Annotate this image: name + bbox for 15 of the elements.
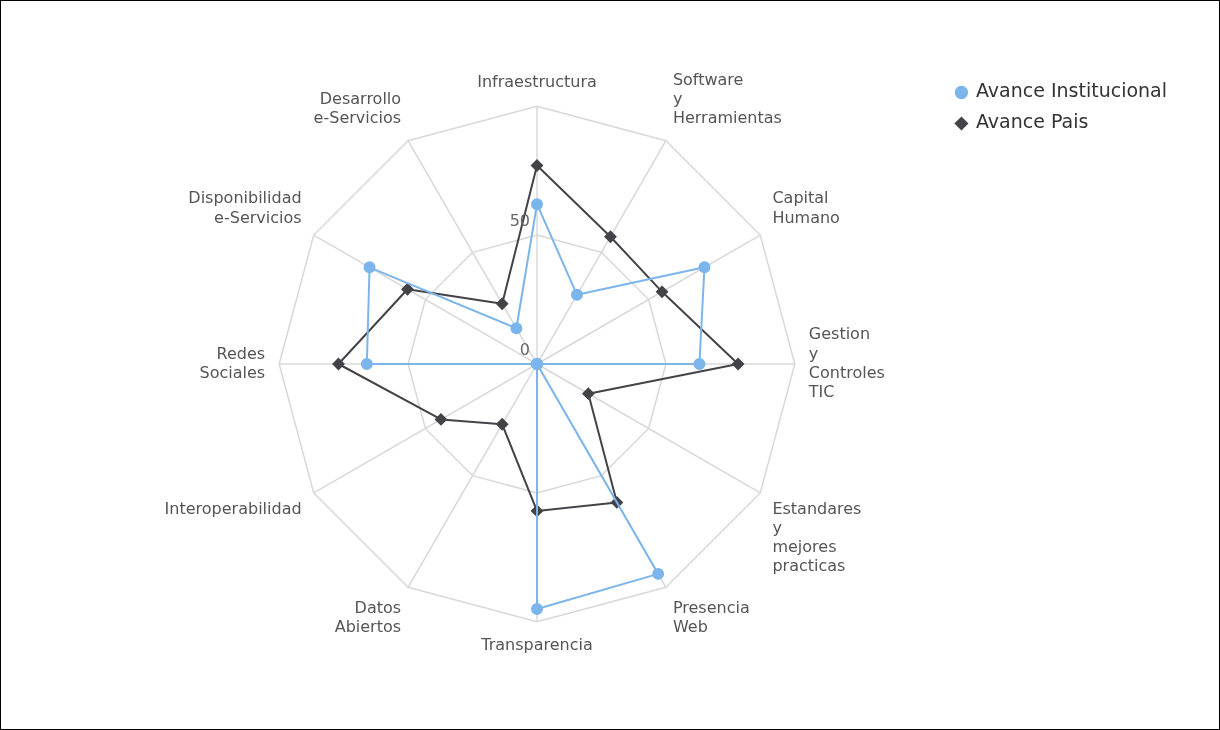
y-tick-label: 0 — [519, 340, 530, 360]
spoke-label: Disponibilidad e-Servicios — [188, 188, 302, 227]
legend-label: Avance Pais — [975, 110, 1089, 133]
spoke-label: Gestion y Controles TIC — [807, 324, 885, 401]
spoke-label: Datos Abiertos — [334, 598, 402, 637]
spoke-label: Estandares y mejores practicas — [772, 498, 862, 576]
spoke-label: Software y Herramientas — [672, 69, 782, 128]
spoke-label: Redes Sociales — [199, 343, 266, 382]
legend-label: Avance Institucional — [975, 79, 1168, 102]
spoke-label: Capital Humano — [772, 188, 840, 227]
spoke-label: Transparencia — [480, 634, 593, 654]
spoke-label: Desarrollo e-Servicios — [313, 88, 402, 128]
spoke-label: Interoperabilidad — [164, 498, 302, 518]
spoke-label: Presencia Web — [672, 598, 750, 637]
spoke-label: Infraestructura — [477, 71, 597, 91]
